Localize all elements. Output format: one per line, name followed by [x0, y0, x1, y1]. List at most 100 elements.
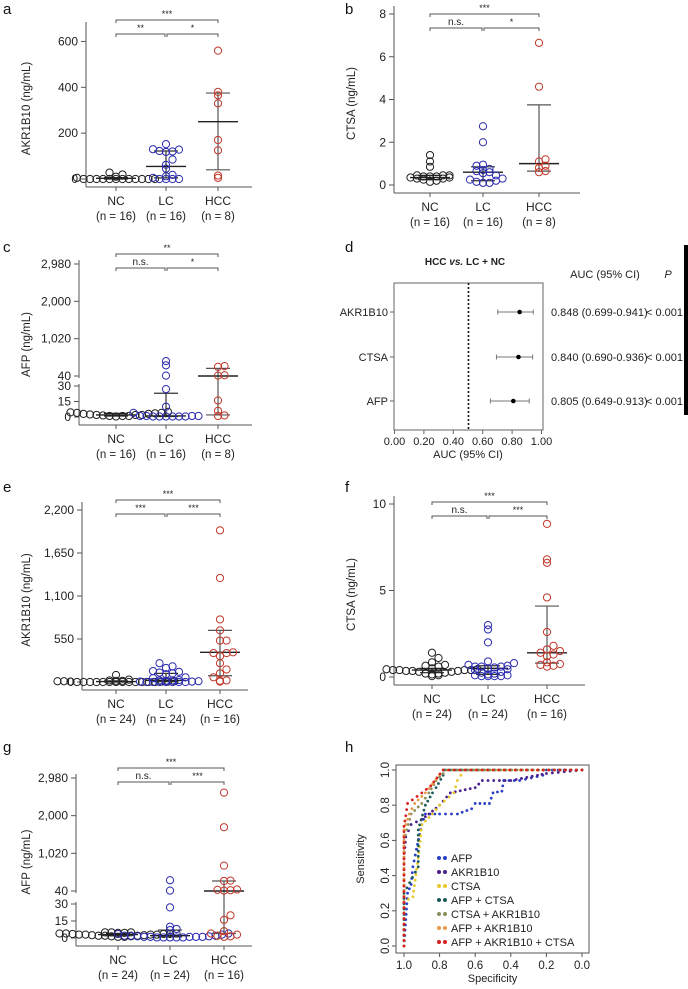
x-tick-label: 0.2 — [538, 960, 554, 972]
data-point — [534, 38, 544, 47]
data-point — [155, 659, 164, 668]
panel-label: d — [345, 239, 353, 256]
legend-marker — [437, 940, 441, 944]
y-tick-label: 0 — [379, 670, 386, 684]
significance-bracket — [488, 515, 548, 519]
data-point — [137, 410, 147, 420]
data-point — [213, 135, 223, 145]
data-point — [148, 666, 158, 676]
roc-point — [413, 884, 416, 888]
x-tick-label: 0.00 — [384, 436, 405, 448]
data-point — [541, 155, 550, 164]
data-point — [168, 662, 177, 671]
data-point — [382, 665, 391, 674]
roc-point — [413, 802, 417, 805]
roc-point — [461, 768, 465, 772]
data-point — [172, 933, 181, 942]
forest-title: HCC vs. LC + NC — [425, 257, 505, 268]
roc-point — [402, 922, 406, 926]
data-point — [161, 357, 171, 366]
roc-point — [402, 879, 406, 883]
legend-marker — [437, 856, 441, 860]
y-tick-label: 4 — [379, 93, 386, 107]
roc-point — [402, 868, 406, 872]
auc-value: 0.840 (0.690-0.936) — [551, 352, 648, 364]
data-point — [124, 677, 134, 687]
data-point — [150, 174, 160, 184]
roc-point — [575, 768, 578, 772]
data-point — [100, 928, 110, 937]
roc-point — [404, 814, 408, 818]
data-point — [159, 933, 168, 942]
roc-point — [415, 795, 419, 798]
y-axis-label: AKR1B10 (ng/mL) — [21, 62, 33, 155]
data-point — [412, 171, 422, 180]
title-part: LC + NC — [463, 257, 505, 268]
roc-point — [420, 823, 424, 826]
data-point — [79, 409, 88, 418]
y-tick-label: 0.8 — [380, 797, 392, 813]
roc-point — [437, 782, 440, 785]
roc-point — [427, 816, 431, 819]
data-point — [478, 122, 488, 131]
legend-label: AFP + AKR1B10 + CTSA — [451, 937, 575, 949]
data-point — [503, 671, 512, 680]
data-point — [219, 788, 229, 797]
data-point — [55, 929, 64, 938]
y-tick-label: 2,980 — [41, 257, 71, 271]
roc-point — [545, 768, 548, 772]
data-point — [66, 408, 75, 417]
roc-point — [416, 854, 420, 858]
roc-point — [402, 828, 406, 832]
x-tick-label: 0.4 — [503, 960, 520, 972]
roc-point — [416, 865, 420, 869]
panel-label: a — [3, 1, 12, 18]
roc-point — [459, 773, 463, 777]
data-point — [211, 931, 220, 940]
roc-point — [480, 779, 484, 782]
significance-bracket — [429, 13, 540, 17]
data-point — [213, 371, 223, 380]
x-tick-label: NC — [107, 194, 125, 208]
roc-point — [419, 828, 423, 832]
significance-label: *** — [163, 489, 174, 499]
data-point — [68, 929, 77, 939]
data-point — [534, 168, 544, 177]
roc-point — [536, 768, 539, 772]
data-point — [168, 412, 177, 421]
y-tick-label: 1,020 — [38, 846, 68, 860]
roc-point — [550, 771, 554, 775]
data-point — [66, 677, 75, 686]
y-tick-label: 40 — [58, 369, 72, 383]
data-point — [220, 361, 229, 371]
roc-point — [402, 857, 406, 861]
data-point — [168, 155, 177, 164]
data-point — [148, 412, 158, 421]
roc-point — [478, 802, 482, 805]
roc-point — [402, 917, 406, 921]
data-point — [496, 662, 506, 671]
roc-point — [422, 808, 426, 812]
data-point — [213, 46, 223, 55]
roc-point — [438, 812, 441, 816]
data-point — [472, 161, 481, 170]
roc-point — [426, 799, 430, 803]
roc-point — [463, 788, 467, 792]
data-point — [555, 646, 565, 656]
roc-point — [580, 768, 584, 772]
data-point — [181, 673, 190, 682]
data-point — [425, 172, 435, 181]
data-point — [148, 173, 158, 182]
roc-point — [423, 815, 427, 819]
legend-marker — [443, 912, 447, 916]
data-point — [98, 411, 108, 420]
legend-label: CTSA — [451, 881, 481, 893]
panel-label: f — [345, 479, 350, 496]
data-point — [161, 412, 171, 421]
roc-point — [465, 809, 469, 812]
roc-point — [402, 824, 406, 828]
y-tick-label: 8 — [379, 7, 386, 21]
p-value: < 0.001 — [646, 307, 683, 319]
significance-bracket — [166, 267, 219, 271]
